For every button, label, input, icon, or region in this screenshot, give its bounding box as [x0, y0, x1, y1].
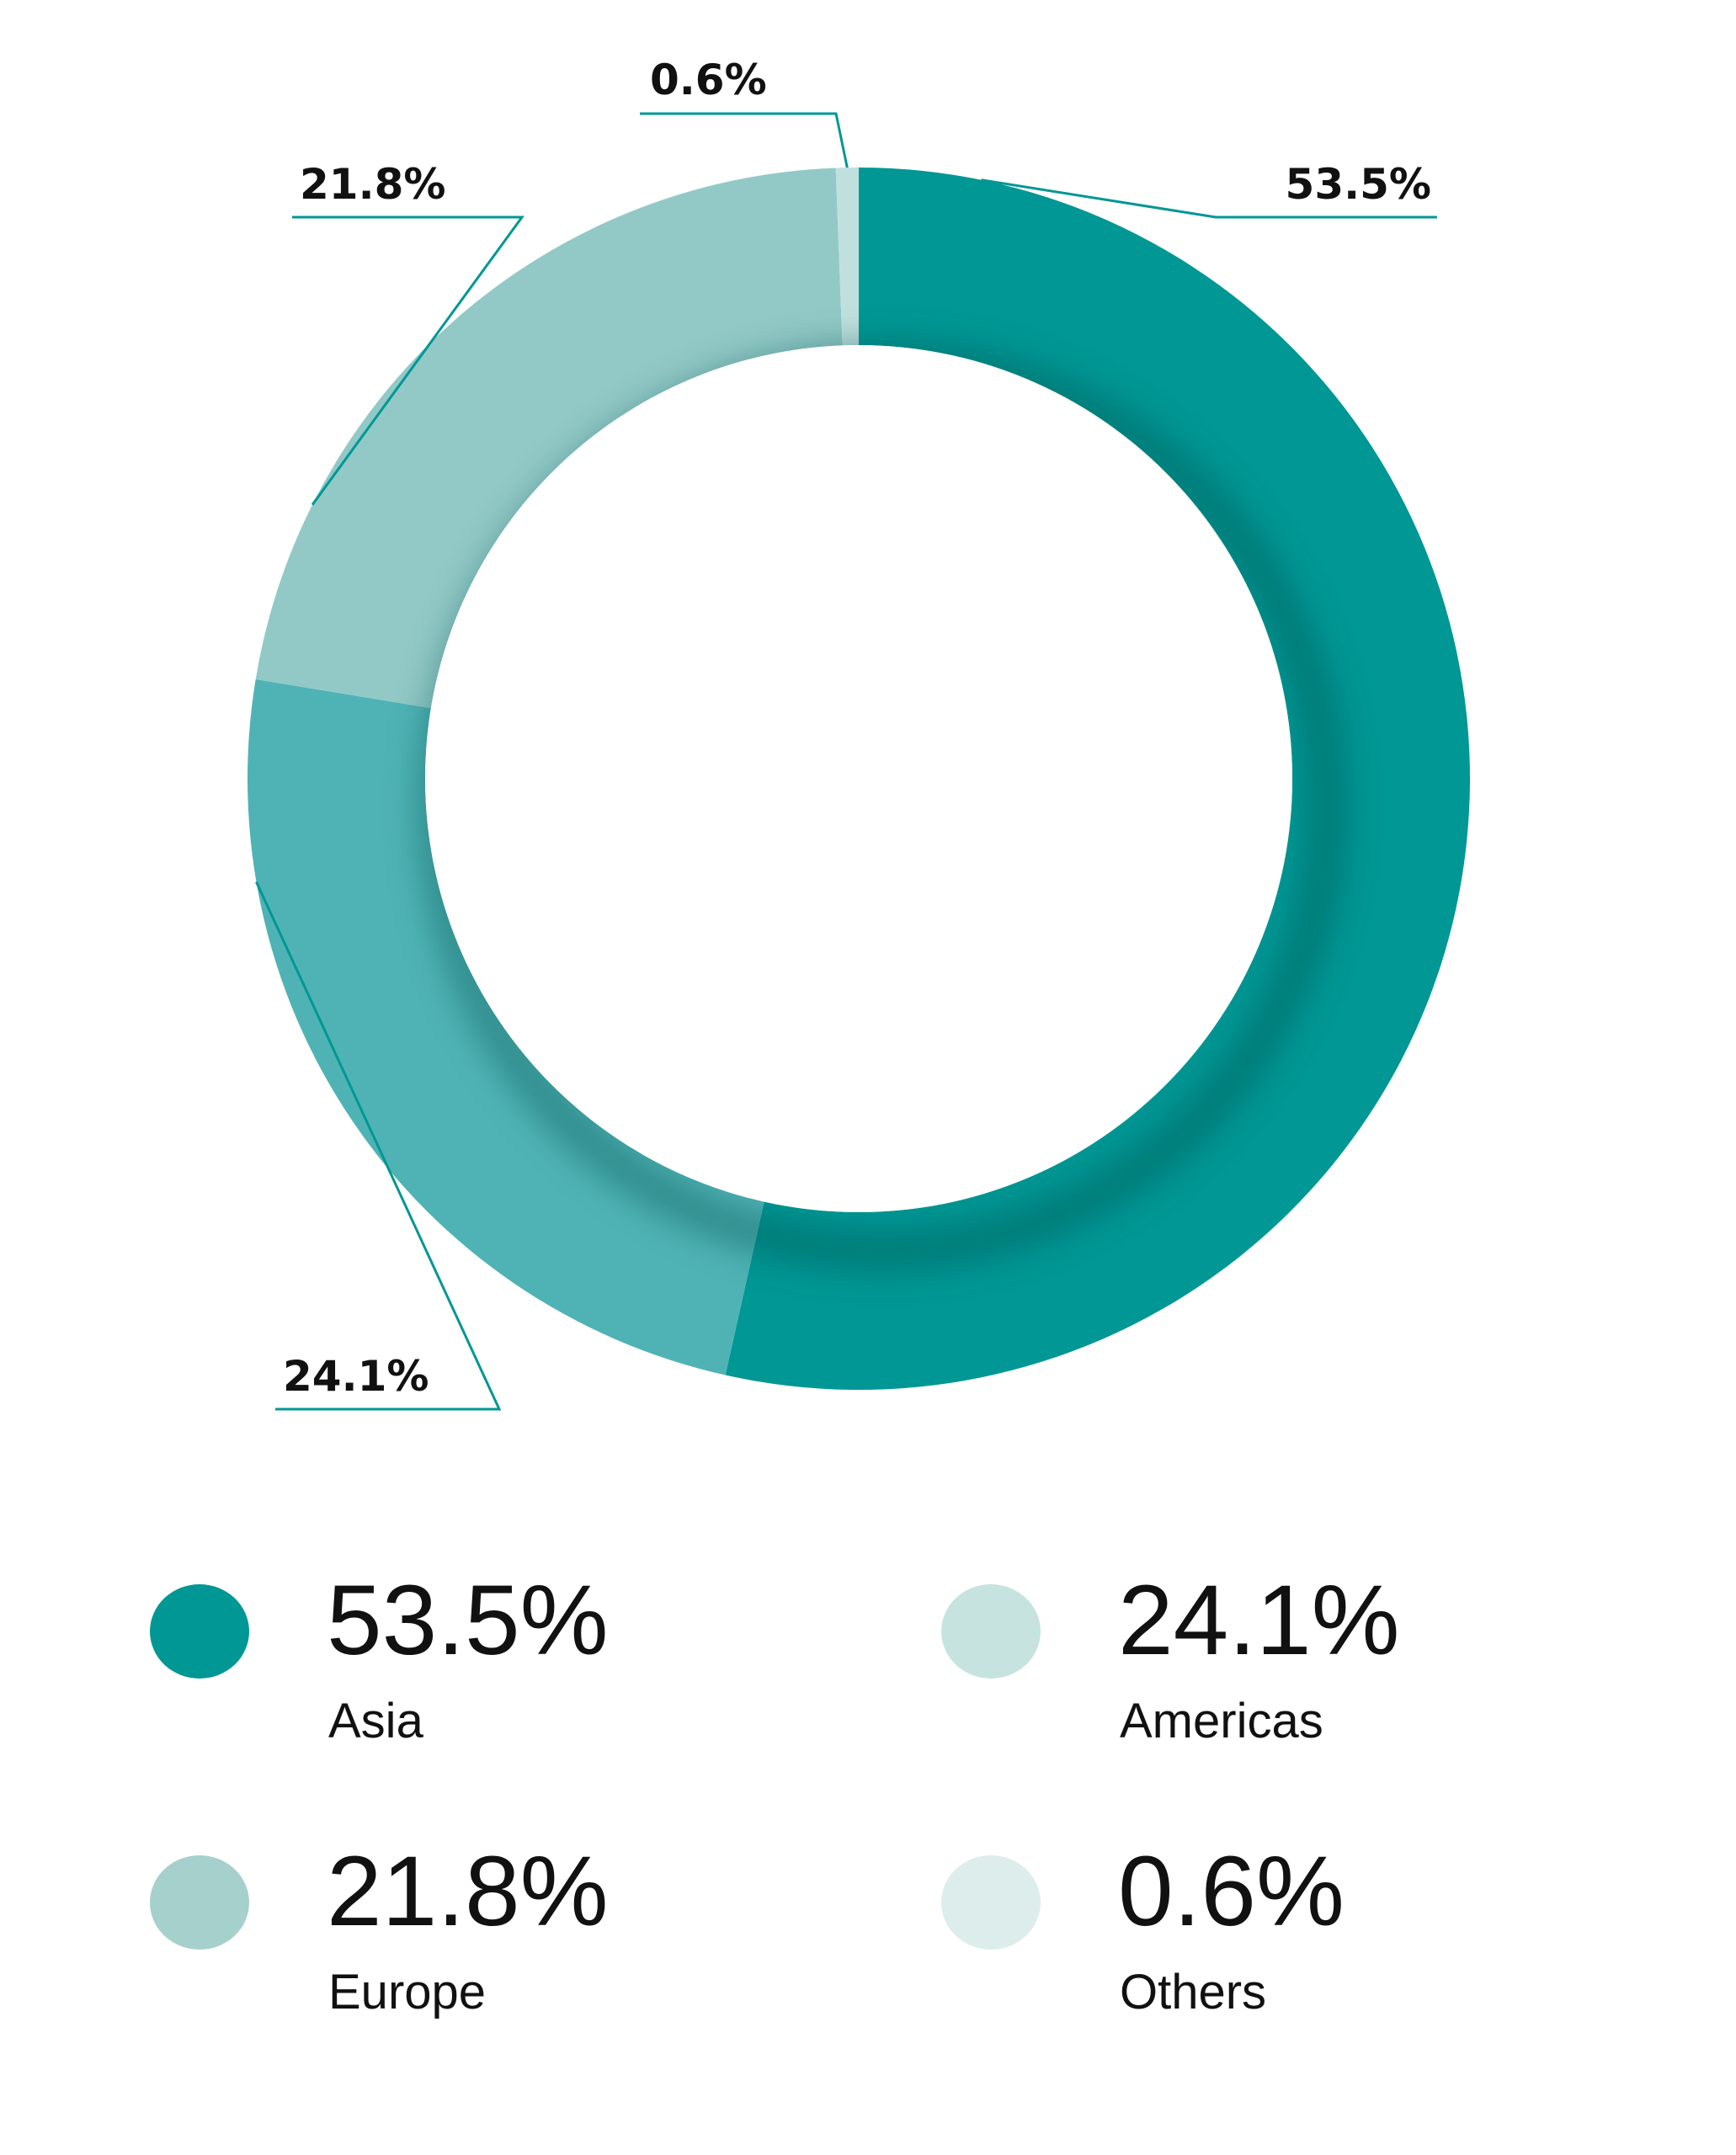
- leader-line-europe: [292, 216, 525, 506]
- callout-label-asia: 53.5%: [1286, 160, 1431, 209]
- legend-name-asia: Asia: [328, 1694, 423, 1748]
- callout-label-others: 0.6%: [650, 56, 767, 104]
- legend-item-europe: 21.8% Europe: [150, 1837, 908, 2073]
- legend-name-americas: Americas: [1120, 1694, 1323, 1748]
- legend-name-others: Others: [1120, 1965, 1267, 2019]
- legend-swatch-others: [941, 1855, 1041, 1950]
- legend-value-europe: 21.8%: [327, 1836, 609, 1947]
- legend-swatch-americas: [941, 1584, 1041, 1679]
- slice-asia: [725, 168, 1471, 1391]
- callouts: 53.5% 24.1% 21.8% 0.6%: [255, 56, 1437, 1411]
- slice-americas: [248, 678, 764, 1375]
- slice-others: [835, 168, 859, 346]
- donut-slices: [248, 168, 1471, 1391]
- slice-europe: [255, 168, 843, 709]
- legend-item-others: 0.6% Others: [941, 1837, 1699, 2073]
- legend-value-others: 0.6%: [1118, 1836, 1345, 1947]
- legend-item-asia: 53.5% Asia: [150, 1566, 908, 1801]
- legend-swatch-europe: [150, 1855, 249, 1950]
- legend-name-europe: Europe: [328, 1965, 487, 2019]
- legend-swatch-asia: [150, 1584, 249, 1679]
- leader-line-americas: [255, 881, 502, 1411]
- donut-chart: 53.5% 24.1% 21.8% 0.6%: [248, 56, 1471, 1411]
- legend: 53.5% Asia 24.1% Americas 21.8% Europe 0…: [0, 1566, 1736, 2121]
- leader-line-asia: [981, 178, 1437, 219]
- leader-line-others: [640, 112, 849, 168]
- callout-label-europe: 21.8%: [300, 160, 445, 209]
- legend-value-asia: 53.5%: [327, 1565, 609, 1676]
- donut-hole: [425, 345, 1292, 1212]
- legend-value-americas: 24.1%: [1118, 1565, 1400, 1676]
- legend-item-americas: 24.1% Americas: [941, 1566, 1699, 1801]
- callout-label-americas: 24.1%: [283, 1352, 429, 1401]
